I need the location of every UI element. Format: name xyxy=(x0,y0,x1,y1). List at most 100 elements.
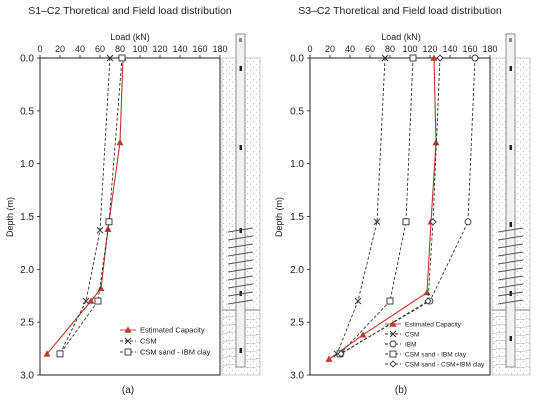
x-tick-label: 60 xyxy=(95,44,105,54)
x-tick-label: 180 xyxy=(212,44,227,54)
data-point xyxy=(82,297,90,305)
series-estimated-capacity xyxy=(325,54,440,362)
series-line xyxy=(336,57,386,355)
data-point xyxy=(56,350,64,358)
legend-entry: CSM xyxy=(140,337,157,346)
panel-a-legend: Estimated Capacity CSM CSM sand - IBM clay xyxy=(120,326,211,357)
y-tick-label: 2.5 xyxy=(290,318,304,329)
panel-a-xlabel: Load (kN) xyxy=(110,32,150,42)
y-tick-label: 0.5 xyxy=(290,106,304,117)
x-tick-label: 140 xyxy=(172,44,187,54)
panel-b-title: S3–C2 Thoretical and Field load distribu… xyxy=(298,5,502,17)
data-point xyxy=(429,218,437,226)
data-point xyxy=(359,331,367,338)
x-tick-label: 160 xyxy=(192,44,207,54)
y-tick-label: 0.0 xyxy=(290,54,304,65)
legend-marker xyxy=(389,340,397,348)
series-line xyxy=(59,57,111,355)
helix-plates-a xyxy=(227,227,254,305)
legend-marker xyxy=(389,350,397,358)
x-tick-label: 60 xyxy=(365,44,375,54)
data-point xyxy=(409,54,417,62)
series-ibm xyxy=(336,54,479,358)
x-tick-label: 20 xyxy=(55,44,65,54)
x-tick-label: 160 xyxy=(462,44,477,54)
data-point xyxy=(325,355,333,362)
data-point xyxy=(43,350,51,357)
pile-schematic-a xyxy=(221,33,261,376)
legend-entry: CSM sand - IBM clay xyxy=(405,352,467,359)
y-tick-label: 1.0 xyxy=(290,159,304,170)
data-point xyxy=(402,218,410,226)
data-point xyxy=(97,284,105,292)
series-line xyxy=(339,57,476,355)
panel-a-title: S1–C2 Thoretical and Field load distribu… xyxy=(28,5,232,17)
x-tick-label: 120 xyxy=(422,44,437,54)
y-tick-label: 0.0 xyxy=(20,54,34,65)
data-point xyxy=(354,297,362,305)
pile-schematic-b xyxy=(491,33,531,376)
pile-shaft-b xyxy=(505,33,516,368)
panel-a-ylabel: Depth (m) xyxy=(5,197,15,237)
data-point xyxy=(424,297,432,305)
x-tick-label: 40 xyxy=(345,44,355,54)
data-point xyxy=(116,138,124,146)
y-tick-label: 2.0 xyxy=(20,265,34,276)
legend-marker xyxy=(389,320,397,327)
x-tick-label: 80 xyxy=(385,44,395,54)
data-point xyxy=(94,297,102,305)
y-tick-label: 1.5 xyxy=(290,212,304,223)
panel-b: S3–C2 Thoretical and Field load distribu… xyxy=(274,5,531,396)
x-tick-label: 80 xyxy=(115,44,125,54)
y-tick-label: 3.0 xyxy=(20,371,34,382)
series-csm xyxy=(56,54,114,358)
legend-marker xyxy=(389,330,397,338)
x-tick-label: 180 xyxy=(482,44,497,54)
x-tick-label: 0 xyxy=(307,44,312,54)
legend-marker xyxy=(124,348,132,356)
panel-b-legend: Estimated Capacity CSM IBM CSM sand - IBM c… xyxy=(385,320,485,369)
data-point xyxy=(381,54,389,62)
pile-cap-mark-a xyxy=(239,38,242,42)
panel-b-xlabel: Load (kN) xyxy=(381,32,421,42)
legend-entry: CSM xyxy=(405,332,419,339)
data-point xyxy=(464,218,472,226)
legend-marker xyxy=(389,360,397,368)
series-line xyxy=(339,57,414,355)
panel-b-series xyxy=(325,54,479,362)
x-tick-label: 0 xyxy=(37,44,42,54)
pile-shaft-a xyxy=(235,33,246,368)
y-tick-label: 1.0 xyxy=(20,159,34,170)
panel-a: S1–C2 Thoretical and Field load distribu… xyxy=(5,5,261,396)
panel-b-ticks: 0 20 40 60 80 100 120 140 160 180 0.0 0.5 1.0 1.5 2.0 2… xyxy=(290,44,497,382)
legend-entry: Estimated Capacity xyxy=(405,322,462,329)
data-point xyxy=(118,54,126,62)
series-line xyxy=(59,57,123,355)
helix-plates-b xyxy=(497,227,524,305)
series-line xyxy=(46,57,124,355)
pile-cap-mark-b xyxy=(509,38,512,42)
series-estimated-capacity xyxy=(43,54,127,357)
series-csm-sand-csm-ibm-clay xyxy=(337,54,444,358)
panel-b-ylabel: Depth (m) xyxy=(274,197,284,237)
legend-entry: Estimated Capacity xyxy=(140,326,205,335)
x-tick-label: 100 xyxy=(402,44,417,54)
panel-b-label: (b) xyxy=(395,385,407,396)
x-tick-label: 140 xyxy=(442,44,457,54)
series-line xyxy=(340,57,441,355)
panel-a-series xyxy=(43,54,127,358)
x-tick-label: 100 xyxy=(132,44,147,54)
legend-marker xyxy=(124,326,132,333)
legend-entry: CSM sand - CSM+IBM clay xyxy=(405,362,485,369)
data-point xyxy=(337,350,345,358)
panel-a-ticks: 0 20 40 60 80 100 120 140 160 180 0.0 0.5 1.0 1.5 2.0 2… xyxy=(20,44,227,382)
data-point xyxy=(373,218,381,226)
series-csm xyxy=(333,54,389,358)
data-point xyxy=(106,54,114,62)
data-point xyxy=(87,297,95,304)
series-csm-sand-ibm-clay xyxy=(56,54,126,358)
series-csm-sand-ibm-clay xyxy=(336,54,417,358)
data-point xyxy=(430,54,438,61)
x-tick-label: 20 xyxy=(325,44,335,54)
x-tick-label: 120 xyxy=(152,44,167,54)
